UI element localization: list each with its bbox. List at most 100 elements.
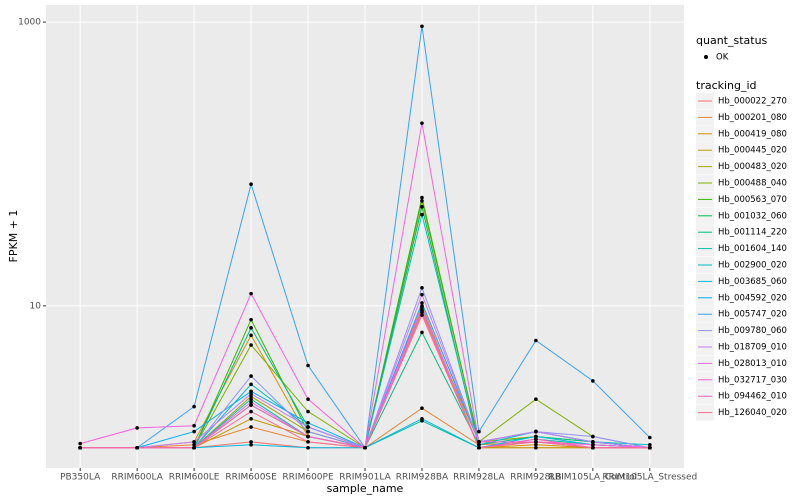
- legend-label: Hb_000445_020: [718, 146, 787, 156]
- legend-label: Hb_002900_020: [718, 261, 787, 271]
- data-point: [591, 379, 595, 383]
- data-point: [249, 317, 253, 322]
- legend-label: Hb_005747_020: [718, 310, 787, 320]
- data-point: [306, 425, 310, 429]
- data-point: [591, 434, 595, 439]
- data-point: [249, 326, 253, 330]
- data-point: [249, 389, 253, 394]
- data-point: [249, 409, 253, 414]
- data-point: [420, 406, 424, 411]
- data-point: [135, 445, 139, 450]
- data-point: [306, 445, 310, 450]
- legend-label: Hb_032717_030: [718, 375, 787, 385]
- data-point: [249, 425, 253, 429]
- data-point: [306, 429, 310, 434]
- data-point: [420, 305, 424, 309]
- data-point: [249, 392, 253, 396]
- data-point: [249, 403, 253, 407]
- data-point: [591, 445, 595, 450]
- y-tick-label: 1000: [18, 18, 41, 28]
- legend-label: Hb_003685_060: [718, 277, 787, 287]
- data-point: [249, 442, 253, 447]
- data-point: [249, 343, 253, 347]
- legend-point: [704, 55, 708, 59]
- data-point: [363, 445, 367, 450]
- legend-label: Hb_000022_270: [718, 97, 787, 107]
- data-point: [534, 397, 538, 401]
- data-point: [591, 442, 595, 447]
- y-tick-label: 10: [30, 301, 42, 311]
- data-point: [534, 434, 538, 439]
- data-point: [420, 286, 424, 290]
- legend-label: OK: [716, 53, 729, 63]
- data-point: [420, 121, 424, 125]
- legend-label: Hb_000419_080: [718, 129, 787, 139]
- x-tick-label: RRIM600SE: [225, 473, 277, 483]
- data-point: [477, 445, 481, 450]
- legend-label: Hb_001114_220: [718, 228, 787, 238]
- legend-title: quant_status: [696, 34, 768, 47]
- x-tick-label: RRIM600LE: [169, 473, 220, 483]
- data-point: [648, 445, 652, 450]
- data-point: [249, 400, 253, 404]
- data-point: [249, 291, 253, 296]
- data-point: [306, 397, 310, 401]
- legend-label: Hb_004592_020: [718, 293, 787, 303]
- data-point: [306, 440, 310, 444]
- data-point: [477, 429, 481, 434]
- data-point: [192, 445, 196, 450]
- data-point: [249, 416, 253, 421]
- legend-label: Hb_009780_060: [718, 326, 787, 336]
- legend-label: Hb_000563_070: [718, 195, 787, 205]
- data-point: [534, 442, 538, 447]
- data-point: [534, 440, 538, 444]
- data-point: [249, 394, 253, 399]
- x-axis-label: sample_name: [327, 482, 404, 495]
- legend-label: Hb_000483_020: [718, 162, 787, 172]
- data-point: [534, 437, 538, 441]
- data-point: [591, 440, 595, 444]
- data-point: [306, 420, 310, 425]
- data-point: [648, 435, 652, 440]
- legend-label: Hb_094462_010: [718, 392, 787, 402]
- data-point: [192, 442, 196, 447]
- data-point: [420, 195, 424, 200]
- data-point: [192, 440, 196, 444]
- data-point: [306, 363, 310, 368]
- y-axis-label: FPKM + 1: [7, 210, 20, 263]
- x-tick-label: RRIM600PE: [282, 473, 334, 483]
- data-point: [249, 440, 253, 444]
- data-point: [420, 301, 424, 305]
- data-point: [306, 409, 310, 414]
- data-point: [420, 204, 424, 209]
- data-point: [420, 330, 424, 335]
- data-point: [477, 440, 481, 444]
- data-point: [249, 333, 253, 338]
- data-point: [78, 441, 82, 446]
- data-point: [249, 397, 253, 401]
- legend-label: Hb_028013_010: [718, 359, 787, 369]
- data-point: [420, 24, 424, 29]
- x-tick-label: RRIM928LA: [453, 473, 505, 483]
- data-point: [249, 182, 253, 187]
- data-point: [534, 429, 538, 434]
- x-tick-label: RRIM901LA: [339, 473, 391, 483]
- data-point: [534, 338, 538, 343]
- points: [78, 24, 652, 450]
- legend-label: Hb_001032_060: [718, 211, 787, 221]
- data-point: [648, 442, 652, 447]
- legend-label: Hb_000488_040: [718, 179, 787, 189]
- data-point: [306, 434, 310, 439]
- data-point: [192, 429, 196, 434]
- data-point: [249, 382, 253, 387]
- x-tick-label: RRIM105LA_Control: [549, 473, 638, 483]
- data-point: [192, 423, 196, 428]
- legend-label: Hb_000201_080: [718, 113, 787, 123]
- x-tick-label: PB350LA: [60, 473, 101, 483]
- x-tick-label: RRIM928BA: [396, 473, 449, 483]
- data-point: [249, 374, 253, 378]
- x-tick-label: RRIM600LA: [111, 473, 163, 483]
- data-point: [420, 292, 424, 297]
- x-tick-label: RRIM928LB: [510, 473, 561, 483]
